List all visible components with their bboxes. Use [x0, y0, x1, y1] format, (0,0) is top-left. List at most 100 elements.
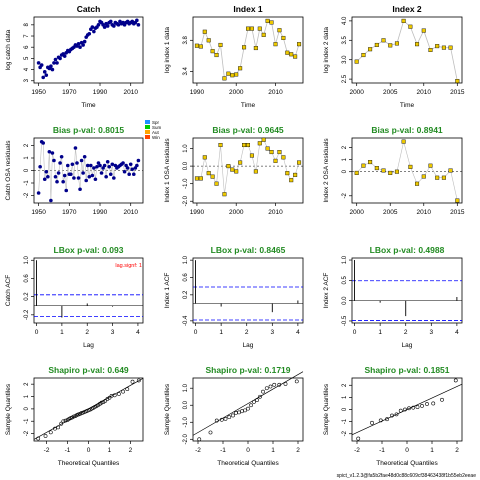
residual-point	[59, 154, 64, 159]
qq-point	[425, 402, 429, 406]
qq-point	[214, 418, 219, 423]
x-axis-label: Theoretical Quantiles	[58, 460, 120, 467]
panel-title: Catch	[77, 4, 101, 14]
series-line	[196, 139, 300, 195]
plot-frame	[192, 257, 304, 324]
x-tick-label: 2010	[123, 209, 138, 216]
qq-point	[223, 416, 228, 421]
qq-point	[136, 378, 141, 383]
x-tick-label: -2	[354, 447, 360, 454]
qq-point	[283, 382, 288, 386]
x-tick-label: -1	[379, 447, 385, 454]
residual-point	[41, 141, 46, 145]
y-tick-label: 8	[24, 23, 30, 27]
x-tick-label: 0	[405, 447, 409, 454]
qq-point	[121, 389, 125, 394]
y-tick-label: 0.5	[342, 276, 348, 285]
y-tick-label: 0.6	[183, 273, 189, 282]
qq-point	[76, 412, 81, 417]
y-tick-label: -0.4	[183, 315, 189, 326]
y-axis-label: log index 1 data	[164, 27, 171, 73]
x-tick-label: 1990	[190, 89, 205, 96]
residual-point	[361, 163, 366, 168]
data-point	[92, 29, 96, 34]
y-tick-label: 0.2	[183, 290, 189, 299]
qq-point	[112, 393, 117, 398]
legend-label: Win	[152, 135, 160, 140]
plot-frame	[192, 16, 304, 84]
y-tick-label: 0	[24, 168, 30, 172]
legend-label: Sum	[152, 125, 162, 130]
residual-point	[92, 166, 96, 170]
y-axis-label: log index 2 data	[323, 27, 330, 73]
qq-point	[252, 399, 256, 404]
data-point	[273, 42, 278, 47]
y-axis-label: Sample Quantiles	[164, 383, 171, 435]
y-tick-label: -1	[342, 418, 348, 424]
qq-point	[61, 419, 66, 424]
y-axis-label: Index 1 ACF	[164, 273, 171, 309]
data-point	[421, 28, 426, 33]
y-tick-label: 0.6	[24, 274, 30, 283]
residual-point	[127, 172, 131, 177]
qq-point	[227, 415, 232, 420]
panel-2: Index 1 log index 1 data Time 1990 2000 2010 3…	[164, 4, 304, 109]
y-tick-label: -2	[24, 430, 30, 436]
qq-line	[192, 371, 304, 436]
x-tick-label: 1	[60, 329, 64, 336]
panel-title: Bias p-val: 0.9645	[212, 125, 284, 135]
x-tick-label: 2000	[349, 209, 364, 216]
x-tick-label: 2010	[417, 89, 432, 96]
residual-point	[234, 169, 239, 174]
x-axis-label: Time	[241, 102, 256, 109]
data-point	[102, 25, 107, 29]
residual-point	[125, 166, 130, 170]
qq-point	[234, 411, 238, 415]
data-point	[408, 24, 413, 29]
y-tick-label: 0.2	[24, 292, 30, 301]
data-point	[39, 63, 44, 67]
data-point	[394, 41, 399, 46]
x-tick-label: 2010	[417, 209, 432, 216]
residual-point	[58, 161, 62, 165]
y-tick-label: 7	[24, 34, 30, 38]
data-point	[230, 73, 235, 78]
residual-point	[112, 176, 116, 180]
qq-point	[125, 387, 130, 392]
data-point	[135, 18, 139, 23]
qq-point	[294, 379, 299, 384]
data-point	[112, 24, 116, 28]
panel-title: Index 1	[233, 4, 263, 14]
y-axis-label: Sample Quantiles	[5, 383, 12, 435]
x-tick-label: 1	[378, 329, 382, 336]
panel-6: Bias p-val: 0.8941 Index 2 OSA residuals 2…	[323, 125, 465, 216]
y-tick-label: 1	[24, 156, 30, 160]
residual-point	[257, 141, 262, 146]
qq-point	[390, 413, 394, 418]
y-tick-label: -1	[24, 180, 30, 186]
residual-point	[226, 164, 231, 169]
residual-point	[218, 143, 223, 148]
qq-point	[356, 436, 361, 441]
residual-point	[128, 162, 133, 167]
residual-point	[42, 177, 47, 182]
qq-point	[48, 430, 53, 435]
data-point	[245, 26, 250, 31]
panel-title: Shapiro p-val: 0.1851	[364, 365, 449, 375]
x-tick-label: 2015	[450, 209, 465, 216]
y-tick-label: 0.0	[183, 400, 189, 409]
x-tick-label: 4	[455, 329, 459, 336]
data-point	[36, 61, 41, 65]
data-point	[354, 59, 359, 64]
data-point	[202, 29, 207, 34]
y-axis-label: Index 1 OSA residuals	[164, 138, 171, 203]
x-tick-label: 2010	[268, 209, 283, 216]
residual-point	[222, 192, 227, 197]
qq-point	[277, 382, 282, 387]
lag-signif-note: lag.signf: 1	[115, 263, 142, 269]
residual-point	[131, 172, 136, 177]
y-tick-label: 2	[342, 383, 348, 387]
data-point	[234, 72, 239, 77]
residual-point	[289, 178, 294, 183]
